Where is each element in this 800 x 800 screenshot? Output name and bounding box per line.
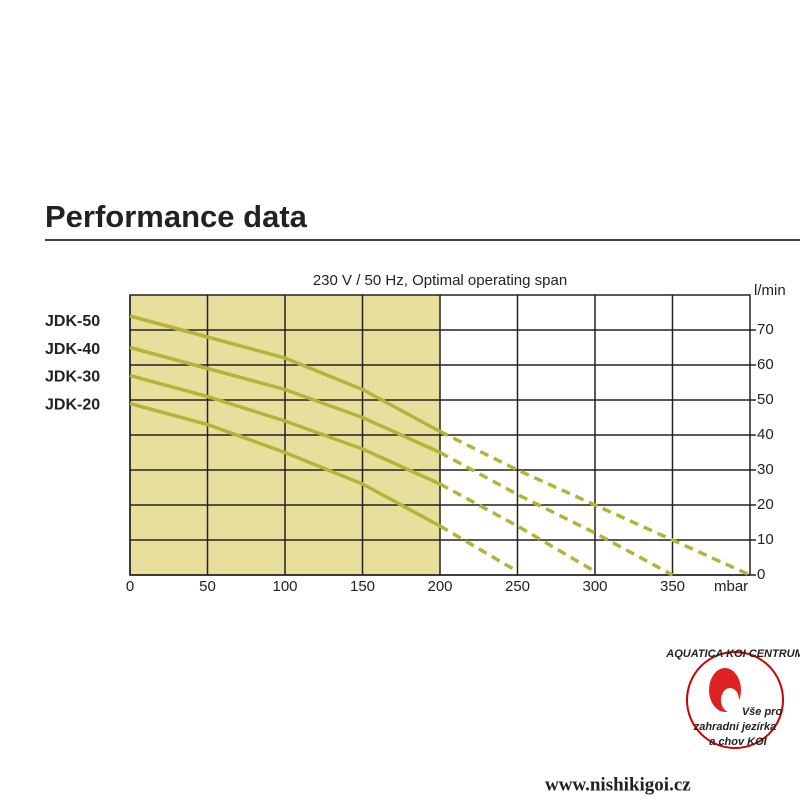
x-tick-label: 0	[126, 578, 134, 595]
logo-slogan: Vše pro	[742, 706, 783, 718]
x-tick-label: 300	[582, 578, 607, 595]
series-line	[129, 373, 441, 486]
plot: 0 50 100 150 200 250 300 350 0 10 20 30 40 50 60 70 mbar…	[45, 282, 786, 595]
legend-label: JDK-20	[45, 396, 100, 413]
logo-fish-patch	[721, 688, 739, 712]
series-line-dashed	[439, 450, 674, 577]
y-tick-label: 50	[757, 391, 774, 408]
x-tick-label: 250	[505, 578, 530, 595]
legend-label: JDK-30	[45, 369, 100, 386]
logo-name: AQUATICA KOI CENTRUM	[665, 648, 800, 660]
chart-subtitle: 230 V / 50 Hz, Optimal operating span	[313, 272, 567, 289]
y-axis-unit: l/min	[754, 282, 786, 299]
y-tick-label: 10	[757, 531, 774, 548]
y-tick-label: 20	[757, 496, 774, 513]
logo-slogan: a chov KOI	[709, 736, 767, 748]
series-line	[129, 401, 441, 528]
chart-title: Performance data	[45, 199, 308, 234]
x-tick-label: 100	[272, 578, 297, 595]
y-tick-label: 70	[757, 321, 774, 338]
legend-label: JDK-40	[45, 341, 100, 358]
website: www.nishikigoi.cz	[545, 774, 691, 795]
series-line	[129, 314, 441, 434]
y-tick-label: 30	[757, 461, 774, 478]
x-axis-unit: mbar	[714, 578, 748, 595]
plot-frame	[129, 294, 751, 576]
x-tick-label: 200	[427, 578, 452, 595]
x-tick-label: 350	[660, 578, 685, 595]
legend-label: JDK-50	[45, 313, 100, 330]
logo-slogan: zahradní jezírka	[693, 721, 777, 733]
y-tick-label: 60	[757, 356, 774, 373]
logo: AQUATICA KOI CENTRUM Vše pro zahradní je…	[665, 648, 800, 749]
series-line	[129, 345, 441, 455]
series-line-dashed	[439, 429, 751, 577]
y-tick-label: 0	[757, 566, 765, 583]
y-tick-label: 40	[757, 426, 774, 443]
x-tick-label: 150	[350, 578, 375, 595]
x-tick-label: 50	[199, 578, 216, 595]
